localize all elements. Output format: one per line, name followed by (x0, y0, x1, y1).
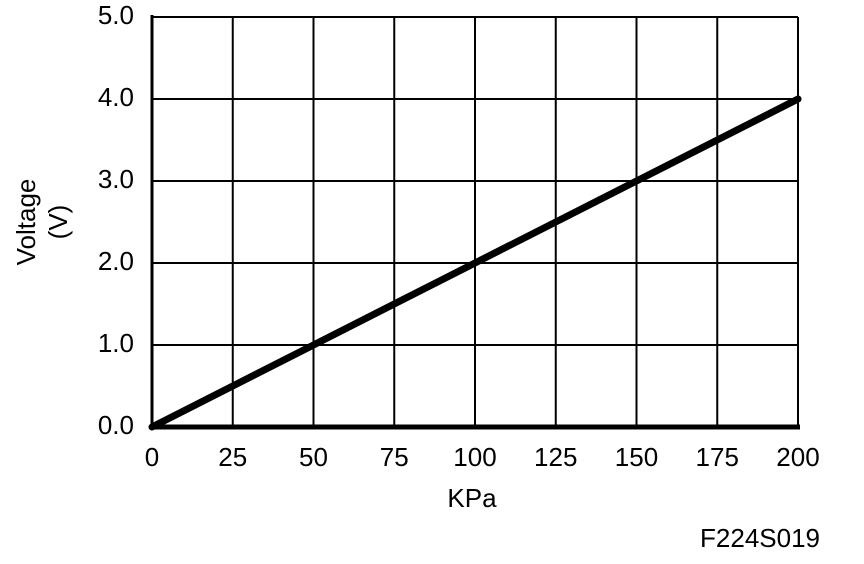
y-axis-label-line: Voltage (11, 179, 41, 266)
y-axis-label: Voltage (V) (11, 179, 73, 266)
y-tick-label: 2.0 (98, 246, 134, 276)
y-tick-label: 4.0 (98, 82, 134, 112)
y-tick-label: 5.0 (98, 0, 134, 30)
y-tick-label: 3.0 (98, 164, 134, 194)
y-tick-label: 0.0 (98, 410, 134, 440)
x-tick-label: 200 (776, 442, 819, 472)
x-tick-label: 150 (615, 442, 658, 472)
x-tick-label: 0 (145, 442, 159, 472)
x-tick-label: 125 (534, 442, 577, 472)
x-tick-label: 75 (380, 442, 409, 472)
y-tick-label: 1.0 (98, 328, 134, 358)
data-line (148, 95, 802, 431)
x-tick-label: 25 (218, 442, 247, 472)
y-axis-label-line: (V) (43, 205, 73, 240)
x-tick-label: 50 (299, 442, 328, 472)
figure-code: F224S019 (700, 523, 820, 553)
x-tick-label: 100 (453, 442, 496, 472)
x-tick-label: 175 (696, 442, 739, 472)
x-axis-label: KPa (447, 483, 497, 513)
